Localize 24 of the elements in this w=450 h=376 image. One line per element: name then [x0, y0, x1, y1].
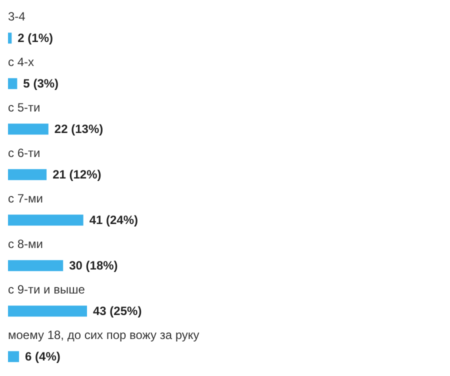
- y-tick-label: с 9-ти и выше: [8, 282, 86, 297]
- data-label: 2 (1%): [18, 31, 54, 46]
- data-label: 30 (18%): [69, 258, 118, 273]
- y-tick-label: с 7-ми: [8, 192, 43, 206]
- data-label: 6 (4%): [25, 350, 60, 364]
- y-tick-label: с 8-ми: [8, 237, 43, 252]
- y-tick-label: с 5-ти: [8, 100, 40, 115]
- bar: [8, 351, 20, 362]
- bar: [8, 78, 18, 90]
- bar: [8, 214, 84, 226]
- y-tick-label: с 6-ти: [8, 146, 40, 160]
- data-label: 5 (3%): [23, 76, 59, 91]
- data-label: 41 (24%): [89, 213, 138, 228]
- data-label: 43 (25%): [93, 304, 142, 318]
- y-tick-label: с 4-х: [8, 55, 34, 70]
- data-label: 21 (12%): [52, 168, 102, 182]
- bar: [8, 306, 87, 317]
- y-tick-label: 3-4: [8, 10, 26, 24]
- data-label: 22 (13%): [54, 122, 104, 136]
- bar: [8, 169, 47, 180]
- y-tick-label: моему 18, до сих пор вожу за руку: [8, 328, 200, 342]
- bar: [8, 124, 48, 135]
- bar: [8, 260, 64, 272]
- bar: [8, 32, 12, 44]
